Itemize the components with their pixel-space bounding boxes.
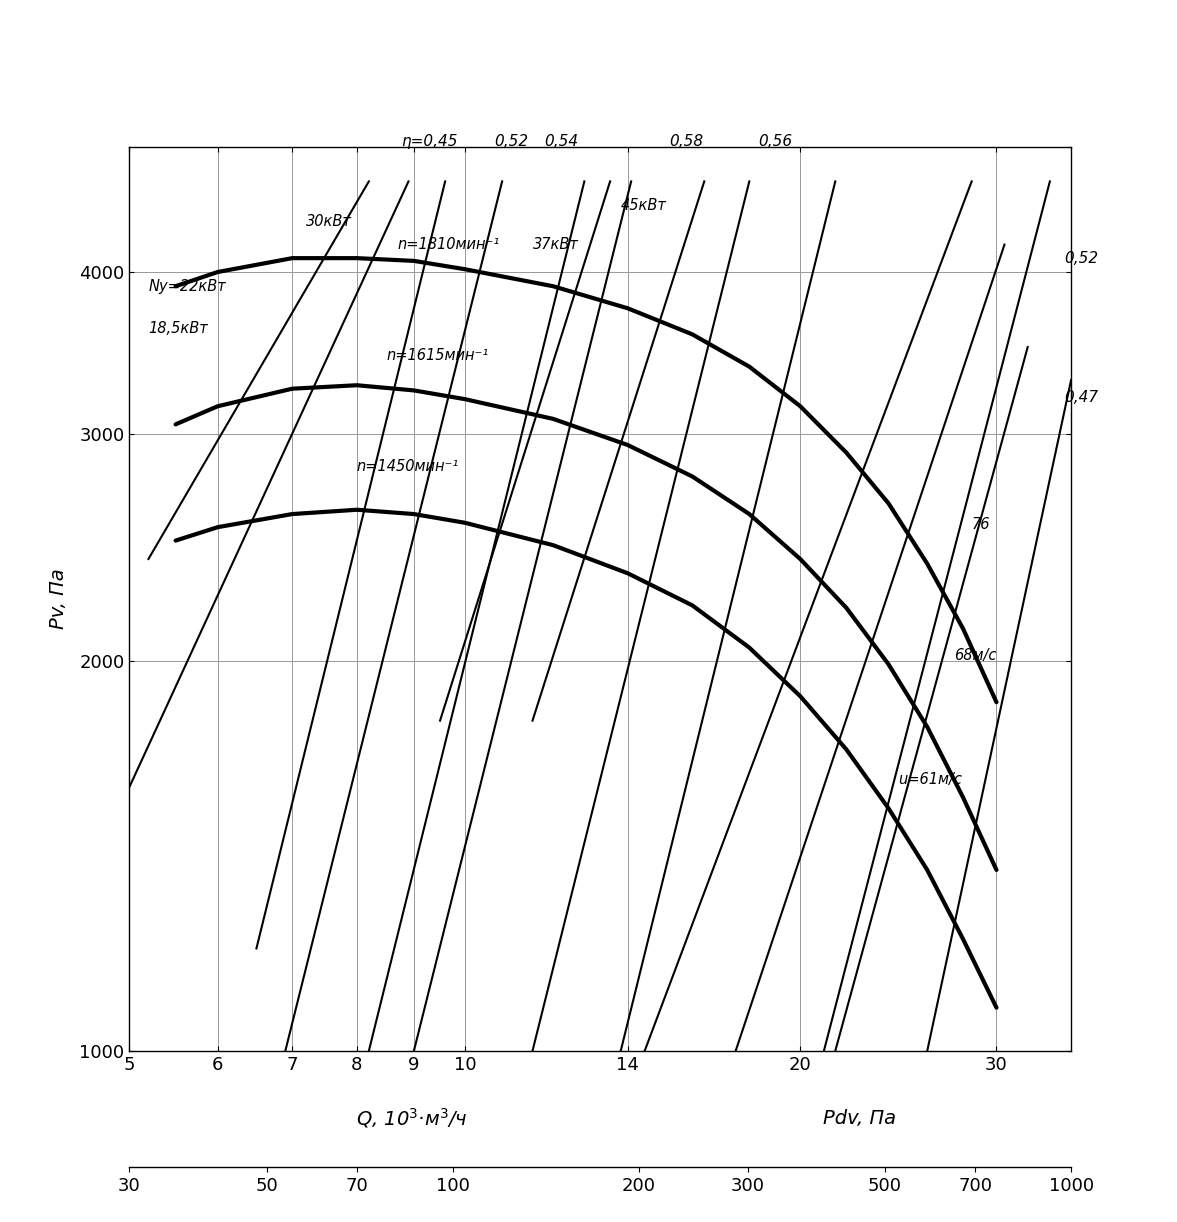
Text: u=61м/с: u=61м/с — [898, 772, 963, 787]
Text: n=1450мин⁻¹: n=1450мин⁻¹ — [357, 459, 459, 474]
Text: 0,52: 0,52 — [494, 133, 528, 149]
Text: 0,52: 0,52 — [1064, 251, 1098, 265]
Text: Pdv, Па: Pdv, Па — [823, 1108, 896, 1128]
Text: n=1810мин⁻¹: n=1810мин⁻¹ — [398, 237, 500, 252]
Text: Q, 10$^3$·м$^3$/ч: Q, 10$^3$·м$^3$/ч — [357, 1106, 467, 1130]
Text: 0,56: 0,56 — [758, 133, 792, 149]
Text: 37кВт: 37кВт — [532, 237, 578, 252]
Text: n=1615мин⁻¹: n=1615мин⁻¹ — [386, 347, 488, 363]
Y-axis label: Pv, Па: Pv, Па — [49, 568, 68, 629]
Text: 45кВт: 45кВт — [620, 198, 666, 214]
Text: η=0,45: η=0,45 — [401, 133, 458, 149]
Text: 68м/с: 68м/с — [955, 649, 997, 664]
Text: 0,54: 0,54 — [544, 133, 578, 149]
Text: 76: 76 — [972, 517, 990, 533]
Text: Nу=22кВт: Nу=22кВт — [148, 279, 226, 293]
Text: 18,5кВт: 18,5кВт — [148, 320, 208, 336]
Text: 0,58: 0,58 — [670, 133, 704, 149]
Text: 30кВт: 30кВт — [306, 214, 352, 229]
Text: 0,47: 0,47 — [1064, 390, 1098, 404]
